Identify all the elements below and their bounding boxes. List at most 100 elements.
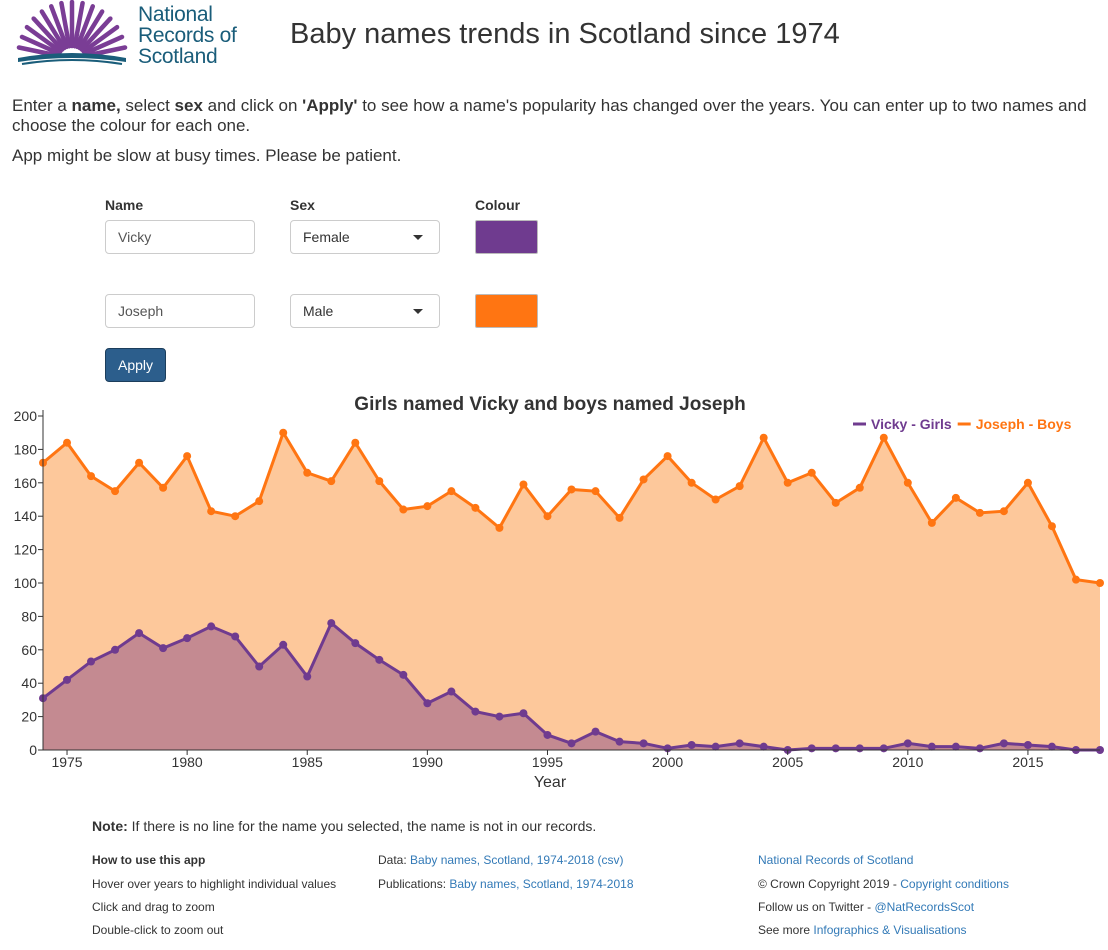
point-vicky-1979[interactable] <box>159 644 168 653</box>
point-vicky-1982[interactable] <box>231 632 240 641</box>
point-joseph-2009[interactable] <box>879 433 888 442</box>
point-joseph-2018[interactable] <box>1096 579 1104 587</box>
colour-picker-2[interactable] <box>475 294 538 328</box>
point-vicky-1987[interactable] <box>351 639 360 648</box>
point-joseph-1977[interactable] <box>111 487 120 496</box>
point-joseph-2007[interactable] <box>831 498 840 507</box>
point-vicky-2009[interactable] <box>879 744 888 753</box>
point-vicky-1980[interactable] <box>183 634 192 643</box>
nrs-logo[interactable]: National Records of Scotland <box>12 0 252 68</box>
point-vicky-1991[interactable] <box>447 687 456 696</box>
point-joseph-1999[interactable] <box>639 475 648 484</box>
apply-button[interactable]: Apply <box>105 348 166 382</box>
point-vicky-2008[interactable] <box>855 744 864 753</box>
point-vicky-2012[interactable] <box>951 742 960 751</box>
point-joseph-1994[interactable] <box>519 480 528 489</box>
point-vicky-2001[interactable] <box>687 740 696 749</box>
point-joseph-1984[interactable] <box>279 428 288 437</box>
name-input-1[interactable]: Vicky <box>105 220 255 254</box>
point-vicky-2010[interactable] <box>903 739 912 748</box>
point-vicky-2013[interactable] <box>975 744 984 753</box>
point-joseph-2000[interactable] <box>663 452 672 461</box>
point-vicky-2003[interactable] <box>735 739 744 748</box>
point-joseph-1979[interactable] <box>159 483 168 492</box>
point-joseph-2004[interactable] <box>759 433 768 442</box>
point-joseph-1985[interactable] <box>303 468 312 477</box>
point-vicky-2006[interactable] <box>807 744 816 753</box>
point-joseph-1981[interactable] <box>207 507 216 516</box>
point-joseph-1990[interactable] <box>423 502 432 511</box>
copyright-link[interactable]: Copyright conditions <box>900 877 1009 891</box>
point-joseph-1983[interactable] <box>255 497 264 506</box>
point-vicky-1989[interactable] <box>399 670 408 679</box>
point-vicky-1977[interactable] <box>111 645 120 654</box>
point-joseph-2015[interactable] <box>1023 478 1032 487</box>
point-vicky-1993[interactable] <box>495 712 504 721</box>
data-csv-link[interactable]: Baby names, Scotland, 1974-2018 (csv) <box>410 853 624 867</box>
baby-names-chart[interactable]: Girls named Vicky and boys named Joseph … <box>0 388 1108 798</box>
point-vicky-1990[interactable] <box>423 699 432 708</box>
point-joseph-2003[interactable] <box>735 482 744 491</box>
point-vicky-2015[interactable] <box>1023 740 1032 749</box>
point-joseph-1982[interactable] <box>231 512 240 521</box>
point-joseph-1996[interactable] <box>567 485 576 494</box>
point-vicky-1994[interactable] <box>519 709 528 718</box>
point-vicky-2004[interactable] <box>759 742 768 751</box>
point-joseph-2012[interactable] <box>951 493 960 502</box>
point-joseph-2008[interactable] <box>855 483 864 492</box>
point-vicky-1985[interactable] <box>303 672 312 681</box>
point-joseph-1995[interactable] <box>543 512 552 521</box>
point-vicky-2007[interactable] <box>831 744 840 753</box>
plot-area[interactable] <box>39 428 1104 754</box>
point-vicky-1978[interactable] <box>135 629 144 638</box>
point-joseph-2010[interactable] <box>903 478 912 487</box>
legend-label-joseph[interactable]: Joseph - Boys <box>976 416 1072 432</box>
point-vicky-1996[interactable] <box>567 739 576 748</box>
point-vicky-1986[interactable] <box>327 619 336 628</box>
name-input-2[interactable]: Joseph <box>105 294 255 328</box>
point-joseph-1993[interactable] <box>495 523 504 532</box>
point-vicky-1984[interactable] <box>279 640 288 649</box>
point-joseph-1992[interactable] <box>471 503 480 512</box>
point-joseph-1997[interactable] <box>591 487 600 496</box>
point-vicky-2014[interactable] <box>999 739 1008 748</box>
colour-picker-1[interactable] <box>475 220 538 254</box>
point-vicky-2011[interactable] <box>927 742 936 751</box>
point-joseph-1980[interactable] <box>183 452 192 461</box>
twitter-link[interactable]: @NatRecordsScot <box>874 900 975 914</box>
sex-select-2[interactable]: Male <box>290 294 440 328</box>
point-vicky-2016[interactable] <box>1047 742 1056 751</box>
point-joseph-2001[interactable] <box>687 478 696 487</box>
point-vicky-2002[interactable] <box>711 742 720 751</box>
point-vicky-1999[interactable] <box>639 739 648 748</box>
point-joseph-1991[interactable] <box>447 487 456 496</box>
point-vicky-1975[interactable] <box>63 675 72 684</box>
point-joseph-1975[interactable] <box>63 438 72 447</box>
point-joseph-2016[interactable] <box>1047 522 1056 531</box>
point-joseph-2013[interactable] <box>975 508 984 517</box>
point-vicky-1988[interactable] <box>375 655 384 664</box>
chart-legend[interactable]: Vicky - Girls Joseph - Boys <box>853 416 1072 432</box>
point-joseph-1989[interactable] <box>399 505 408 514</box>
point-vicky-1995[interactable] <box>543 730 552 739</box>
point-vicky-1976[interactable] <box>87 657 96 666</box>
point-joseph-2002[interactable] <box>711 495 720 504</box>
sex-select-1[interactable]: Female <box>290 220 440 254</box>
point-vicky-1981[interactable] <box>207 622 216 631</box>
point-joseph-2005[interactable] <box>783 478 792 487</box>
publications-link[interactable]: Baby names, Scotland, 1974-2018 <box>449 877 634 891</box>
point-vicky-1997[interactable] <box>591 727 600 736</box>
nrs-link[interactable]: National Records of Scotland <box>758 853 914 867</box>
point-joseph-2006[interactable] <box>807 468 816 477</box>
infographics-link[interactable]: Infographics & Visualisations <box>813 923 967 937</box>
point-joseph-2011[interactable] <box>927 518 936 527</box>
point-vicky-1983[interactable] <box>255 662 264 671</box>
point-joseph-1998[interactable] <box>615 513 624 522</box>
point-vicky-1992[interactable] <box>471 707 480 716</box>
point-joseph-1987[interactable] <box>351 438 360 447</box>
point-vicky-1998[interactable] <box>615 737 624 746</box>
point-joseph-1976[interactable] <box>87 472 96 481</box>
point-joseph-1978[interactable] <box>135 458 144 467</box>
point-joseph-1986[interactable] <box>327 477 336 486</box>
point-joseph-1988[interactable] <box>375 477 384 486</box>
